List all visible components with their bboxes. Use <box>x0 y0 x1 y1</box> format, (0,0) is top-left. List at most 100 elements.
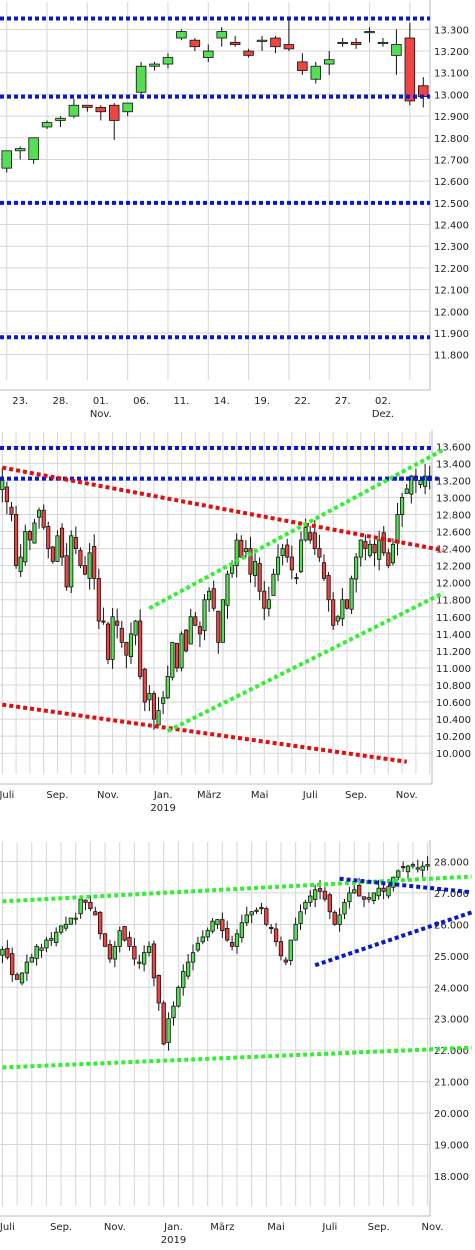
candle-body <box>197 626 202 635</box>
candle-body <box>340 599 345 620</box>
candle-body <box>377 41 389 44</box>
y-tick-label: 12.600 <box>436 528 471 539</box>
candle-body <box>404 37 416 102</box>
candle-body <box>0 479 5 490</box>
candle-body <box>400 497 405 515</box>
candle-body <box>88 901 93 910</box>
candle-body <box>322 890 328 900</box>
candle-body <box>39 947 44 951</box>
candle-body <box>207 590 212 601</box>
candle-body <box>391 44 402 56</box>
x-tick-label: 06. <box>133 396 149 407</box>
candle-body <box>356 885 362 897</box>
candle-body <box>216 610 221 643</box>
candle-body <box>264 908 269 925</box>
candle-body <box>96 578 101 622</box>
candle-body <box>326 575 331 601</box>
x-tick-label: Nov. <box>396 790 418 801</box>
candle-body <box>381 532 386 554</box>
candle-body <box>188 616 193 645</box>
candle-body <box>366 897 372 900</box>
candle-body <box>347 892 352 902</box>
x-tick-sublabel: 2019 <box>161 1235 186 1246</box>
candle-body <box>133 620 138 636</box>
candle-body <box>220 599 225 643</box>
candle-body <box>327 894 332 913</box>
candle-body <box>119 627 124 643</box>
y-tick-label: 22.000 <box>434 1046 469 1057</box>
y-tick-label: 11.600 <box>436 613 471 624</box>
y-tick-label: 27.000 <box>434 889 469 900</box>
y-tick-label: 11.400 <box>436 630 471 641</box>
candle-body <box>138 620 143 677</box>
x-tick-label: Mai <box>251 790 269 801</box>
candle-body <box>170 641 175 678</box>
candle-body <box>59 527 65 558</box>
candle-body <box>176 986 181 1007</box>
candle-body <box>239 539 244 558</box>
candle-body <box>283 959 289 963</box>
candle-body <box>273 928 279 943</box>
candle-body <box>92 546 97 579</box>
candle-body <box>55 535 60 562</box>
candle-body <box>195 942 201 951</box>
candle-body <box>317 548 322 558</box>
y-tick-label: 12.700 <box>434 155 469 166</box>
candle-body <box>257 563 262 592</box>
y-tick-label: 12.300 <box>434 242 469 253</box>
x-tick-label: 23. <box>12 396 28 407</box>
trend-line-green <box>166 591 445 733</box>
candle-body <box>28 137 39 160</box>
y-tick-label: 10.800 <box>436 681 471 692</box>
candle-body <box>371 892 376 902</box>
candle-body <box>156 975 161 1004</box>
candle-body <box>354 556 359 580</box>
candle-body <box>278 941 284 957</box>
x-tick-sublabel: Dez. <box>372 409 394 420</box>
x-tick-label: Mai <box>267 1222 285 1233</box>
y-tick-label: 12.500 <box>434 199 469 210</box>
candle-body <box>266 599 271 609</box>
x-tick-label: Juli <box>0 1222 15 1233</box>
candle-body <box>110 616 115 660</box>
candle-body <box>253 560 258 576</box>
candle-body <box>202 599 207 632</box>
candle-body <box>124 641 129 656</box>
y-tick-label: 25.000 <box>434 952 469 963</box>
candle-body <box>331 599 336 626</box>
x-tick-label: Nov. <box>104 1222 126 1233</box>
x-tick-label: 19. <box>254 396 270 407</box>
candle-body <box>171 1005 176 1019</box>
candle-body <box>146 945 152 954</box>
trend-line-blue <box>339 876 472 895</box>
x-tick-label: 14. <box>214 396 230 407</box>
candle-body <box>225 573 230 606</box>
candle-body <box>285 544 290 558</box>
x-tick-label: März <box>210 1222 234 1233</box>
trend-line-green <box>2 874 472 904</box>
y-tick-label: 12.400 <box>434 221 469 232</box>
y-tick-label: 13.000 <box>434 90 469 101</box>
candle-body <box>102 933 108 947</box>
candle-body <box>337 914 342 925</box>
x-tick-label: Sep. <box>368 1222 390 1233</box>
candle-body <box>297 61 308 71</box>
candle-body <box>128 633 134 657</box>
candle-body <box>323 59 335 65</box>
candle-body <box>142 668 147 703</box>
y-tick-label: 13.100 <box>434 69 469 80</box>
candle-body <box>19 972 25 984</box>
candle-body <box>37 509 42 518</box>
candle-body <box>332 911 337 925</box>
candle-body <box>312 532 317 549</box>
candle-body <box>174 642 179 669</box>
candle-body <box>122 102 133 113</box>
candle-body <box>64 555 69 588</box>
candle-body <box>32 522 37 544</box>
y-tick-label: 12.100 <box>434 286 469 297</box>
y-tick-label: 13.200 <box>436 476 471 487</box>
candle-body <box>68 917 74 925</box>
candle-body <box>24 961 30 974</box>
candle-body <box>308 895 313 903</box>
candle-body <box>151 943 157 979</box>
